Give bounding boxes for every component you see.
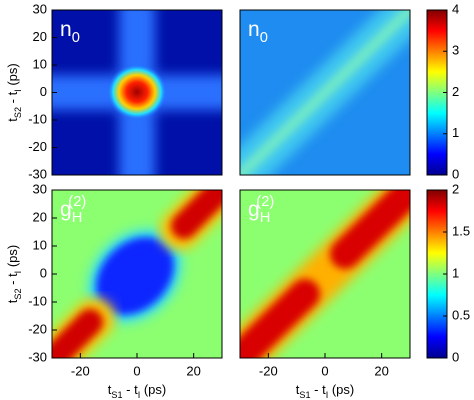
y-tick-label: 0 xyxy=(40,84,47,99)
text-part: S2 xyxy=(13,107,23,118)
colorbar-tick-label: 1.5 xyxy=(452,223,470,238)
text-part: S1 xyxy=(111,390,122,400)
text-part: H xyxy=(260,210,271,226)
y-tick-label: 0 xyxy=(40,265,47,280)
text-part: - t xyxy=(311,382,327,397)
x-tick-label: 0 xyxy=(321,363,328,378)
text-part: (ps) xyxy=(5,63,20,89)
y-tick-label: 10 xyxy=(33,237,47,252)
panel-label: gH(2) xyxy=(248,194,274,226)
text-part: (2) xyxy=(256,194,274,210)
heatmap-image xyxy=(240,190,410,358)
heatmap-image xyxy=(52,10,222,175)
y-tick-label: 20 xyxy=(33,29,47,44)
y-tick-label: 20 xyxy=(33,209,47,224)
x-tick-label: 0 xyxy=(133,363,140,378)
y-tick-label: -30 xyxy=(28,349,47,364)
text-part: S2 xyxy=(13,288,23,299)
colorbar-tick-label: 0 xyxy=(452,349,459,364)
axes-frame xyxy=(239,9,411,176)
text-part: n xyxy=(60,18,72,41)
text-part: g xyxy=(60,198,72,221)
text-part: t xyxy=(5,118,20,122)
x-tick-label: -20 xyxy=(259,363,278,378)
y-axis-label: tS2 - tI (ps) xyxy=(5,63,23,121)
text-part: 0 xyxy=(260,30,268,46)
text-part: g xyxy=(248,198,260,221)
colorbar-tick-label: 2 xyxy=(452,84,459,99)
colorbar-tick-label: 0.5 xyxy=(452,307,470,322)
y-tick-label: -10 xyxy=(28,111,47,126)
y-axis-label: tS2 - tI (ps) xyxy=(5,245,23,303)
y-tick-label: 10 xyxy=(33,56,47,71)
x-tick-label: 20 xyxy=(374,363,388,378)
colorbar-tick-label: 1 xyxy=(452,265,459,280)
y-tick-label: -20 xyxy=(28,321,47,336)
colorbar-tick-label: 4 xyxy=(452,1,459,16)
colorbar-tick-label: 2 xyxy=(452,181,459,196)
text-part: t xyxy=(108,382,112,397)
x-tick-label: 20 xyxy=(186,363,200,378)
colorbar-tick-label: 1 xyxy=(452,125,459,140)
y-tick-label: 30 xyxy=(33,181,47,196)
text-part: H xyxy=(72,210,83,226)
heatmap-image xyxy=(240,10,410,175)
text-part: I xyxy=(13,271,23,274)
text-part: n xyxy=(248,18,260,41)
text-part: - t xyxy=(5,91,20,107)
x-axis-label: tS1 - tI (ps) xyxy=(296,382,354,400)
text-part: (ps) xyxy=(140,382,166,397)
text-part: (ps) xyxy=(328,382,354,397)
colorbar-tick-label: 0 xyxy=(452,166,459,181)
panel-label: n0 xyxy=(248,18,268,46)
text-part: 0 xyxy=(72,30,80,46)
text-part: I xyxy=(13,89,23,92)
x-axis-label: tS1 - tI (ps) xyxy=(108,382,166,400)
text-part: S1 xyxy=(299,390,310,400)
text-part: t xyxy=(296,382,300,397)
y-tick-label: 30 xyxy=(33,1,47,16)
y-tick-label: -10 xyxy=(28,293,47,308)
text-part: I xyxy=(326,390,329,400)
text-part: - t xyxy=(5,273,20,289)
panel-label: n0 xyxy=(60,18,80,46)
text-part: (2) xyxy=(68,194,86,210)
text-part: - t xyxy=(123,382,139,397)
heatmap-image xyxy=(52,190,222,358)
text-part: t xyxy=(5,299,20,303)
panel-label: gH(2) xyxy=(60,194,86,226)
colorbar-tick-label: 3 xyxy=(452,43,459,58)
y-tick-label: -20 xyxy=(28,139,47,154)
x-tick-label: -20 xyxy=(71,363,90,378)
text-part: (ps) xyxy=(5,245,20,271)
text-part: I xyxy=(138,390,141,400)
y-tick-label: -30 xyxy=(28,166,47,181)
